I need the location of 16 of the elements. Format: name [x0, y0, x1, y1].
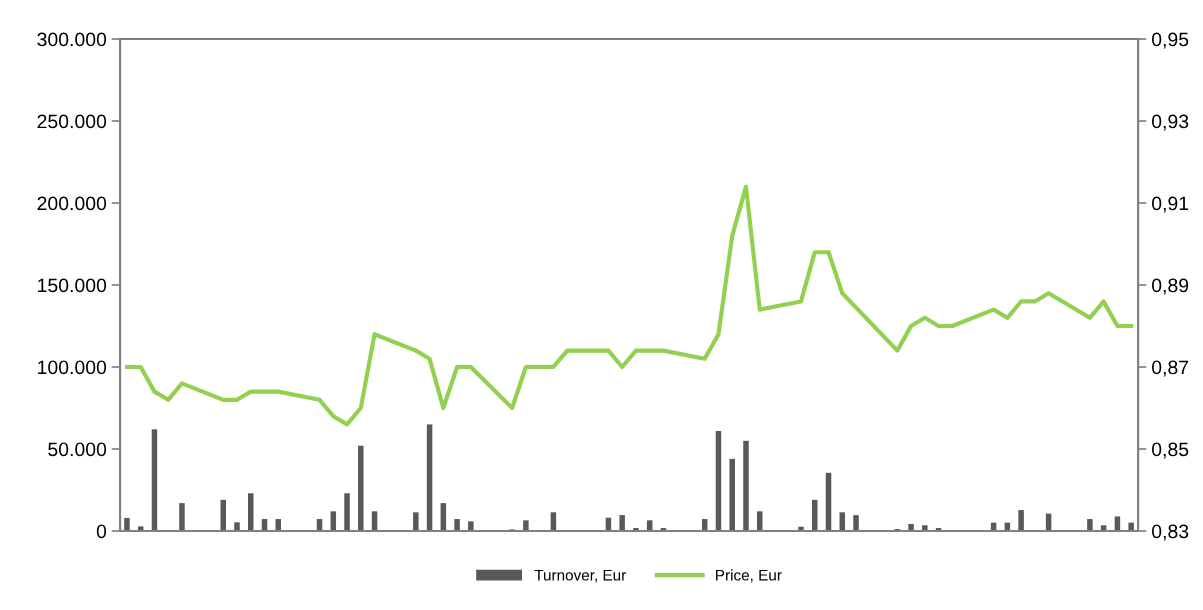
- y2-tick-label: 0,83: [1151, 524, 1189, 541]
- legend-label: Turnover, Eur: [534, 569, 626, 583]
- y-tick-label: 150.000: [38, 278, 107, 293]
- legend-label: Price, Eur: [716, 569, 782, 583]
- y-tick-label: 250.000: [37, 114, 107, 129]
- y-tick-label: 0: [96, 524, 107, 539]
- y2-tick-label: 0,89: [1151, 278, 1189, 295]
- y-tick-label: 50.000: [48, 442, 107, 457]
- y2-tick-label: 0,93: [1151, 114, 1189, 131]
- y2-tick-label: 0,95: [1151, 32, 1189, 49]
- y2-tick-label: 0,85: [1151, 442, 1189, 459]
- y2-tick-label: 0,91: [1151, 196, 1189, 213]
- y-tick-label: 100.000: [38, 360, 107, 375]
- y-tick-label: 200.000: [37, 196, 107, 211]
- y2-tick-label: 0,87: [1151, 360, 1189, 377]
- y-tick-label: 300.000: [37, 32, 107, 47]
